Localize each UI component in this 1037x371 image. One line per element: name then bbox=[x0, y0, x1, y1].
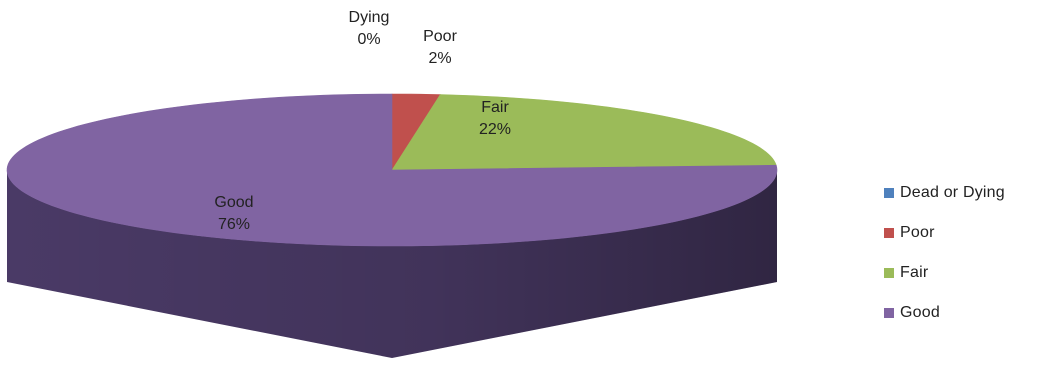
data-label-name-dead-or-dying: Dying bbox=[349, 9, 390, 26]
legend-swatch-good bbox=[884, 308, 894, 318]
data-label-name-dead-or-dying: Dead or bbox=[341, 0, 399, 4]
legend-label-dead-or-dying: Dead or Dying bbox=[900, 184, 1005, 201]
data-label-name-good: Good bbox=[214, 194, 253, 211]
data-label-value-poor: 2% bbox=[428, 50, 451, 67]
data-label-value-fair: 22% bbox=[479, 121, 511, 138]
legend-item-dead-or-dying: Dead or Dying bbox=[884, 184, 1034, 224]
pie-slice-good bbox=[6, 93, 778, 247]
legend-swatch-poor bbox=[884, 228, 894, 238]
legend-swatch-fair bbox=[884, 268, 894, 278]
pie-side-shade-good bbox=[7, 170, 777, 358]
legend: Dead or Dying Poor Fair Good bbox=[884, 184, 1034, 344]
pie-slices bbox=[6, 93, 778, 247]
legend-item-poor: Poor bbox=[884, 224, 1034, 264]
legend-label-good: Good bbox=[900, 304, 940, 321]
legend-label-poor: Poor bbox=[900, 224, 935, 241]
data-label-value-good: 76% bbox=[218, 216, 250, 233]
data-label-name-poor: Poor bbox=[423, 28, 457, 45]
data-label-name-fair: Fair bbox=[481, 99, 509, 116]
legend-item-fair: Fair bbox=[884, 264, 1034, 304]
legend-label-fair: Fair bbox=[900, 264, 929, 281]
data-label-value-dead-or-dying: 0% bbox=[357, 31, 380, 48]
legend-swatch-dead-or-dying bbox=[884, 188, 894, 198]
pie-sides bbox=[7, 170, 777, 358]
pie-slice-fair bbox=[391, 94, 777, 171]
pie-data-labels: Dead or Dying 0% Poor 2% Fair 22% Good 76% bbox=[214, 0, 511, 233]
legend-item-good: Good bbox=[884, 304, 1034, 344]
